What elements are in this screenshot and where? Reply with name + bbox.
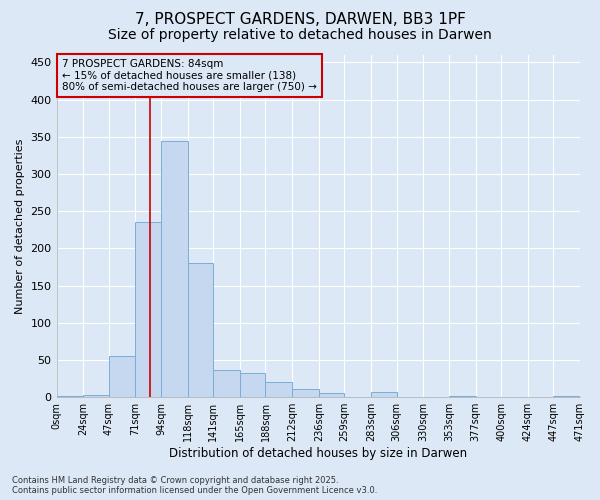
Bar — [371, 392, 397, 397]
Bar — [319, 394, 344, 397]
Bar — [553, 396, 580, 397]
Bar — [265, 382, 292, 397]
Text: Size of property relative to detached houses in Darwen: Size of property relative to detached ho… — [108, 28, 492, 42]
Bar — [188, 264, 213, 397]
Text: 7, PROSPECT GARDENS, DARWEN, BB3 1PF: 7, PROSPECT GARDENS, DARWEN, BB3 1PF — [134, 12, 466, 28]
X-axis label: Distribution of detached houses by size in Darwen: Distribution of detached houses by size … — [169, 447, 467, 460]
Y-axis label: Number of detached properties: Number of detached properties — [15, 138, 25, 314]
Bar — [109, 356, 136, 397]
Bar — [292, 389, 319, 397]
Bar — [213, 370, 240, 397]
Bar — [56, 396, 83, 397]
Bar — [449, 396, 476, 397]
Text: Contains HM Land Registry data © Crown copyright and database right 2025.
Contai: Contains HM Land Registry data © Crown c… — [12, 476, 377, 495]
Bar — [240, 372, 265, 397]
Bar — [136, 222, 161, 397]
Bar — [161, 140, 188, 397]
Text: 7 PROSPECT GARDENS: 84sqm
← 15% of detached houses are smaller (138)
80% of semi: 7 PROSPECT GARDENS: 84sqm ← 15% of detac… — [62, 58, 317, 92]
Bar — [83, 395, 109, 397]
